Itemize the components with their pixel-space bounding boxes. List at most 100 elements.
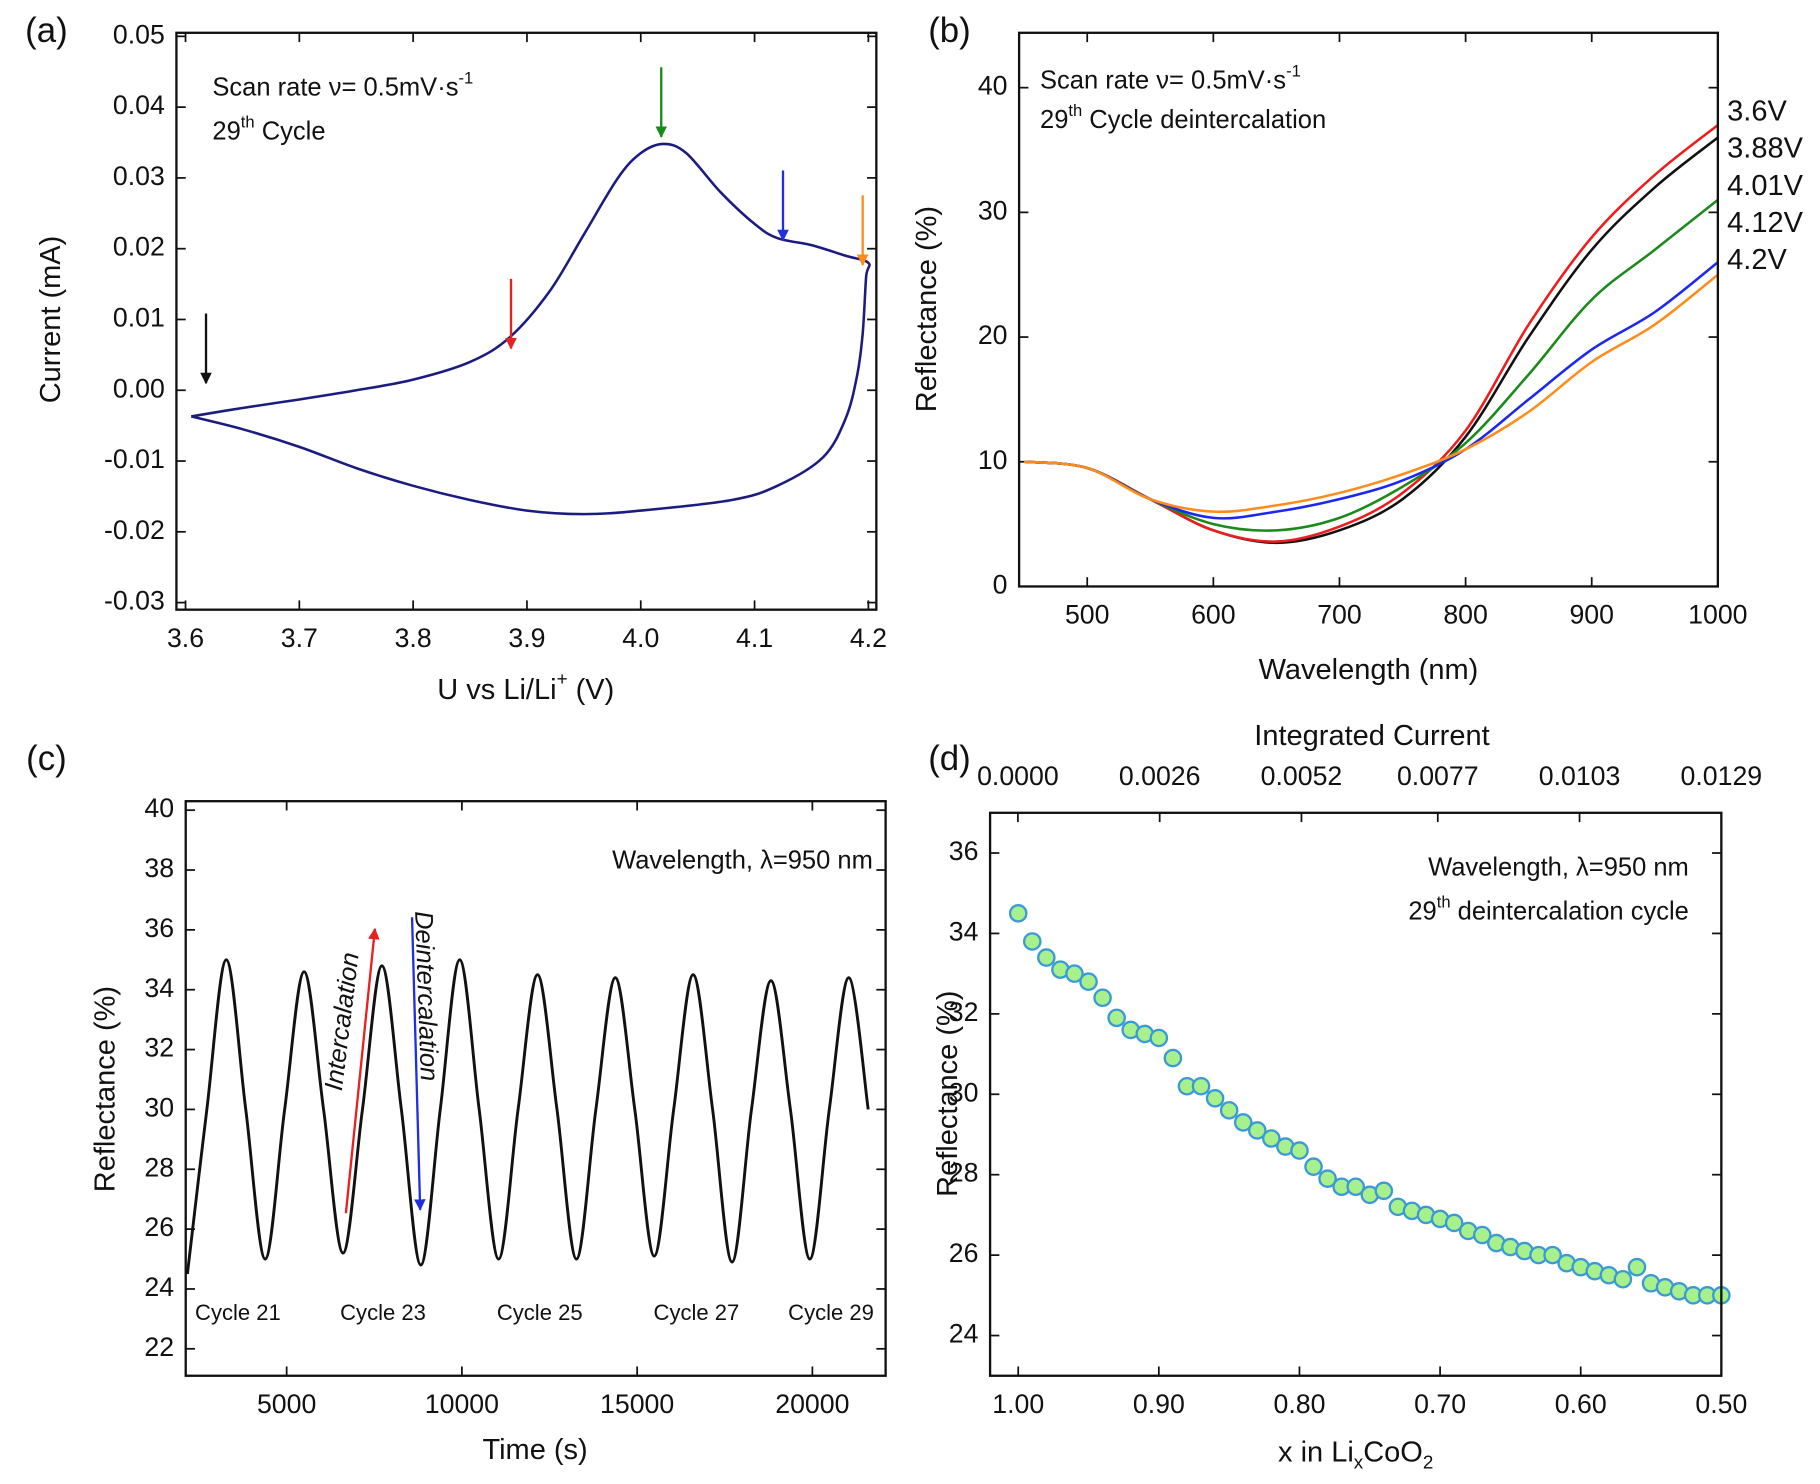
data-line (1024, 136, 1719, 545)
x-tick-label: 500 (1065, 600, 1110, 630)
annotation: Intercalation (320, 951, 365, 1092)
text-run: 29 (1408, 897, 1436, 925)
x-tick-label: 900 (1569, 600, 1614, 630)
data-point (1163, 1048, 1183, 1068)
x-tick-label: 3.7 (281, 623, 318, 653)
data-point (1290, 1141, 1309, 1160)
cycle-label: Cycle 21 (195, 1300, 281, 1325)
x-tick-label: 600 (1191, 600, 1236, 630)
text-run: Cycle deintercalation (1082, 106, 1326, 134)
x-tick-label: 4.0 (622, 623, 659, 653)
y-axis-label: Current (mA) (35, 236, 67, 404)
x-tick-label: 15000 (600, 1389, 674, 1419)
annotation: 29th Cycle deintercalation (1040, 101, 1326, 134)
sup: + (557, 668, 568, 689)
y-tick-label: -0.03 (104, 586, 165, 616)
data-point (1107, 1008, 1126, 1028)
x-tick-label: 3.8 (395, 623, 432, 653)
legend-label: 3.88V (1727, 133, 1803, 165)
legend-label: 4.01V (1727, 170, 1803, 202)
y-tick-label: 26 (144, 1212, 174, 1242)
y-tick-label: 24 (949, 1319, 979, 1349)
x2-tick-label: 0.0129 (1681, 761, 1763, 791)
sub: x (1354, 1452, 1364, 1473)
x-tick-label: 3.6 (167, 623, 204, 653)
x2-tick-label: 0.0000 (977, 761, 1059, 791)
cycle-label: Cycle 25 (497, 1300, 583, 1325)
data-point (1008, 904, 1028, 923)
panel: (c) Time (s) Reflectance (%) 22 24 26 28 30 32 34… (26, 739, 887, 1466)
panel: (d) x in LixCoO2 Reflectance (%) 24 26 28 30 32… (928, 720, 1762, 1473)
annotation: Wavelength, λ=950 nm (612, 846, 873, 874)
x-tick-label: 1000 (1688, 600, 1747, 630)
y-tick-label: 28 (949, 1158, 979, 1188)
data-line (1024, 261, 1719, 520)
y-axis-label: Reflectance (%) (89, 986, 121, 1192)
x-axis-label: Time (s) (482, 1434, 587, 1466)
text-run: Scan rate ν= 0.5mV·s (212, 73, 458, 101)
data-line (1024, 273, 1719, 514)
x-tick-label: 800 (1443, 600, 1488, 630)
plot-frame (1017, 31, 1720, 588)
data-point (1262, 1129, 1281, 1148)
y-tick-label: 30 (949, 1077, 979, 1107)
annotation: Wavelength, λ=950 nm (1428, 853, 1689, 881)
y-tick-label: 0.01 (113, 303, 165, 333)
legend-label: 4.2V (1727, 244, 1787, 276)
y-tick-label: 36 (949, 836, 979, 866)
y-tick-label: 0.05 (113, 19, 165, 49)
text-run: Wavelength, λ=950 nm (1428, 853, 1689, 881)
sup: th (1437, 893, 1451, 912)
data-point (1318, 1169, 1337, 1189)
x-tick-label: 0.70 (1414, 1389, 1466, 1419)
panel: (a) U vs Li/Li+ (V) Current (mA) -0.03 -0.02… (25, 11, 887, 706)
panel: (b) Wavelength (nm) Reflectance (%) 0 10 20 30… (911, 11, 1803, 686)
y-tick-label: 26 (949, 1238, 979, 1268)
y-tick-label: 36 (144, 913, 174, 943)
x-tick-label: 3.9 (508, 623, 545, 653)
annotation: 29th deintercalation cycle (1408, 893, 1689, 926)
x-tick-label: 10000 (425, 1389, 499, 1419)
data-point (1205, 1089, 1225, 1108)
y-tick-label: 34 (949, 916, 979, 946)
data-point (1444, 1213, 1464, 1233)
data-point (1037, 948, 1056, 967)
panel-label: (a) (25, 11, 68, 50)
y-tick-label: 40 (144, 793, 174, 823)
y-tick-label: -0.02 (104, 515, 165, 545)
data-point (1247, 1121, 1267, 1140)
y-tick-label: 22 (144, 1332, 174, 1362)
text-run: x in Li (1278, 1436, 1354, 1468)
y-tick-label: 24 (144, 1272, 174, 1302)
data-point (1613, 1269, 1633, 1289)
cycle-label: Cycle 29 (788, 1300, 874, 1325)
annotation: Deintercalation (409, 911, 443, 1082)
cycle-label: Cycle 23 (340, 1300, 426, 1325)
text-run: CoO (1363, 1436, 1423, 1468)
x-tick-label: 0.50 (1695, 1389, 1747, 1419)
panel-label: (b) (928, 11, 971, 50)
y-tick-label: 32 (144, 1033, 174, 1063)
y-tick-label: 34 (144, 973, 174, 1003)
x-axis-label: U vs Li/Li+ (V) (437, 668, 614, 705)
y-tick-label: 20 (978, 320, 1008, 350)
x-tick-label: 700 (1317, 600, 1362, 630)
y-tick-label: 28 (144, 1152, 174, 1182)
plot-frame (988, 811, 1723, 1377)
data-point (1093, 988, 1112, 1008)
text-run: Wavelength, λ=950 nm (612, 846, 873, 874)
y-tick-label: 10 (978, 445, 1008, 475)
sup: -1 (1286, 61, 1301, 80)
text-run: 29 (212, 117, 240, 145)
x2-tick-label: 0.0077 (1397, 761, 1479, 791)
x-tick-label: 4.2 (850, 623, 887, 653)
y-tick-label: 0 (993, 570, 1008, 600)
legend-label: 3.6V (1727, 96, 1787, 128)
annotation: Scan rate ν= 0.5mV·s-1 (1040, 61, 1301, 94)
x-axis-label: Wavelength (nm) (1259, 654, 1479, 686)
panel-label: (d) (928, 739, 971, 778)
x2-tick-label: 0.0103 (1539, 761, 1621, 791)
y-tick-label: -0.01 (104, 444, 165, 474)
